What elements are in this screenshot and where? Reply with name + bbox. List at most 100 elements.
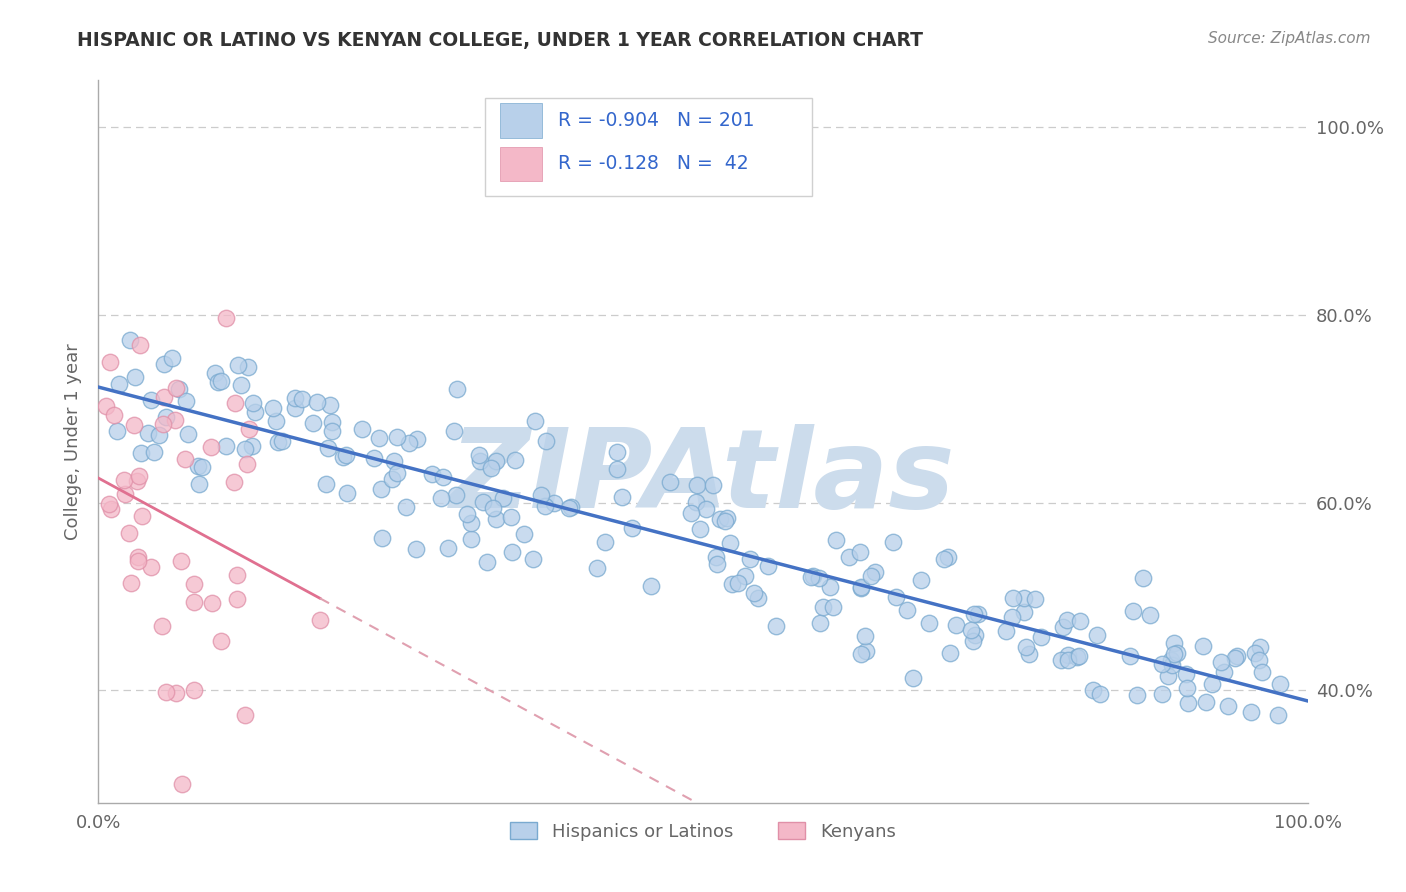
Point [1249,653,1271,667]
Point [129,446,152,460]
Point [558,500,581,515]
Point [945,618,967,632]
Point [335,448,357,462]
Point [284,401,307,415]
Point [849,580,872,594]
Point [224,475,246,490]
Point [1001,610,1024,624]
Point [1001,591,1024,606]
Point [235,708,257,723]
Point [849,544,872,558]
Point [321,424,343,438]
Point [152,417,174,432]
Point [107,377,129,392]
Point [429,491,451,505]
Point [1066,650,1088,665]
Point [224,395,246,409]
Point [209,374,232,388]
Point [105,424,128,438]
Point [352,422,374,436]
Point [685,495,707,509]
Point [482,501,505,516]
Point [1126,688,1149,702]
Y-axis label: College, Under 1 year: College, Under 1 year [65,343,83,540]
Point [727,575,749,590]
Point [155,409,177,424]
Point [127,553,149,567]
Point [1267,708,1289,723]
Point [131,509,153,524]
Point [1163,647,1185,661]
Point [533,499,555,513]
Point [332,450,354,464]
Point [183,595,205,609]
Point [176,426,198,441]
Point [479,460,502,475]
Point [290,392,312,407]
Point [820,580,842,594]
Point [321,415,343,429]
Point [468,448,491,462]
Point [141,560,163,574]
Point [381,473,404,487]
Point [932,552,955,566]
Point [127,550,149,565]
Point [1160,653,1182,667]
Point [808,615,831,630]
Point [824,533,846,548]
Point [738,552,761,566]
Point [150,619,173,633]
Text: HISPANIC OR LATINO VS KENYAN COLLEGE, UNDER 1 YEAR CORRELATION CHART: HISPANIC OR LATINO VS KENYAN COLLEGE, UN… [77,31,924,50]
Point [838,550,860,565]
Point [243,405,266,419]
Point [228,358,250,372]
Point [853,630,876,644]
Point [765,618,787,632]
Point [903,671,925,685]
Point [1166,647,1188,661]
Point [122,418,145,433]
Point [503,453,526,467]
Point [882,535,904,549]
Point [315,476,337,491]
Point [437,541,460,555]
Point [1161,658,1184,673]
Legend: Hispanics or Latinos, Kenyans: Hispanics or Latinos, Kenyans [503,814,903,848]
Point [758,559,780,574]
Point [714,514,737,528]
Point [1057,652,1080,666]
Point [444,488,467,502]
Point [152,390,174,404]
Point [143,445,166,459]
Point [153,357,176,371]
Point [686,478,709,492]
Point [336,485,359,500]
Point [128,469,150,483]
Point [485,512,508,526]
Point [148,428,170,442]
Point [1050,653,1073,667]
Point [112,473,135,487]
Point [472,494,495,508]
Point [420,467,443,481]
Text: R = -0.904   N = 201: R = -0.904 N = 201 [558,111,755,129]
Point [811,599,834,614]
Point [706,557,728,571]
Point [1090,687,1112,701]
Point [967,607,990,621]
Point [1192,640,1215,654]
Point [266,434,288,449]
Point [1243,647,1265,661]
Point [443,424,465,438]
Point [965,628,987,642]
Point [1119,649,1142,664]
Point [491,491,513,505]
Point [456,508,478,522]
Point [240,439,263,453]
Point [301,416,323,430]
Point [621,521,644,535]
Point [1174,666,1197,681]
Point [200,440,222,454]
Point [1226,648,1249,663]
Point [141,392,163,407]
